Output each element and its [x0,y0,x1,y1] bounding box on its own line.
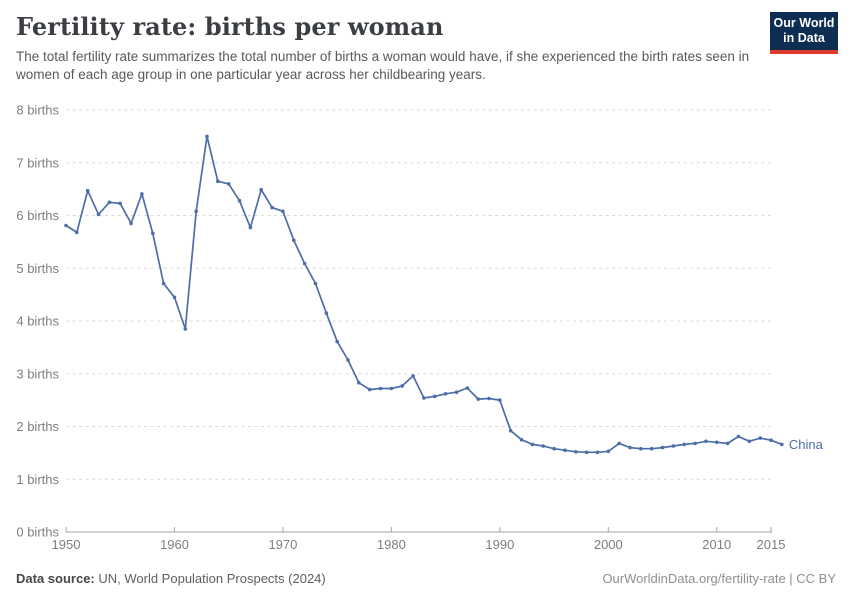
x-tick-label: 2000 [594,537,623,552]
data-point[interactable] [389,386,394,391]
data-point[interactable] [671,444,676,448]
owid-logo-line2: in Data [783,31,825,45]
data-point[interactable] [237,198,242,203]
data-point[interactable] [715,440,719,445]
chart-header: Fertility rate: births per woman The tot… [16,12,756,84]
x-tick-label: 2010 [702,537,731,552]
y-tick-label: 5 births [16,261,59,276]
data-point[interactable] [216,179,220,183]
data-point[interactable] [508,428,513,433]
data-point[interactable] [302,261,307,266]
y-tick-label: 6 births [16,208,59,223]
entity-label-china[interactable]: China [789,437,824,452]
chart-footer: Data source: UN, World Population Prospe… [16,571,836,586]
x-tick-label: 1990 [485,537,514,552]
data-source: Data source: UN, World Population Prospe… [16,571,326,586]
data-point[interactable] [259,187,264,192]
data-point[interactable] [172,295,177,300]
data-point[interactable] [85,188,90,193]
data-point[interactable] [628,445,632,450]
data-point[interactable] [118,201,122,206]
owid-logo-line1: Our World [773,16,835,30]
data-point[interactable] [378,386,383,391]
data-point[interactable] [736,434,741,439]
data-point[interactable] [693,441,697,446]
data-point[interactable] [519,437,524,442]
data-point[interactable] [704,439,708,444]
data-point[interactable] [584,450,589,455]
data-point[interactable] [552,446,556,451]
data-source-text: UN, World Population Prospects (2024) [94,571,326,586]
data-point[interactable] [758,436,762,440]
data-point[interactable] [433,394,437,399]
data-point[interactable] [335,339,340,344]
data-point[interactable] [357,380,361,385]
data-point[interactable] [96,212,101,217]
data-point[interactable] [649,446,654,451]
data-point[interactable] [367,387,372,392]
data-point[interactable] [747,439,752,444]
data-point[interactable] [780,442,784,447]
owid-logo[interactable]: Our World in Data [770,12,838,54]
data-point[interactable] [75,230,79,235]
y-tick-label: 2 births [16,419,59,434]
y-tick-label: 3 births [16,366,59,381]
data-point[interactable] [226,182,231,186]
data-point[interactable] [183,327,188,331]
data-point[interactable] [270,205,274,210]
data-point[interactable] [574,450,578,454]
x-tick-label: 2015 [757,537,786,552]
data-point[interactable] [346,358,350,362]
data-point[interactable] [682,442,686,447]
y-tick-label: 8 births [16,103,59,118]
data-point[interactable] [411,374,415,378]
data-point[interactable] [292,238,296,243]
data-point[interactable] [313,281,318,286]
data-point[interactable] [563,448,567,453]
data-source-label: Data source: [16,571,95,586]
data-point[interactable] [107,200,112,205]
data-point[interactable] [161,281,166,286]
x-tick-label: 1980 [377,537,406,552]
x-tick-label: 1970 [268,537,297,552]
data-point[interactable] [465,386,470,390]
data-point[interactable] [530,442,535,447]
data-point[interactable] [725,441,730,446]
data-line-china[interactable] [65,135,783,454]
x-tick-label: 1950 [52,537,81,552]
data-point[interactable] [595,450,600,455]
data-point[interactable] [443,392,448,396]
data-point[interactable] [454,390,459,395]
data-point[interactable] [248,225,253,230]
data-point[interactable] [140,192,144,196]
data-point[interactable] [476,397,481,401]
data-point[interactable] [769,438,773,443]
data-point[interactable] [151,231,155,236]
data-point[interactable] [660,445,665,450]
data-point[interactable] [422,396,426,400]
data-point[interactable] [541,444,545,448]
data-point[interactable] [64,223,68,228]
data-point[interactable] [324,311,329,315]
data-point[interactable] [194,209,198,214]
data-point[interactable] [617,441,621,446]
chart-title: Fertility rate: births per woman [16,12,444,41]
credit-link[interactable]: OurWorldinData.org/fertility-rate | CC B… [602,571,836,586]
data-point[interactable] [400,384,405,388]
y-tick-label: 0 births [16,525,59,540]
data-point[interactable] [639,446,643,451]
data-point[interactable] [205,134,209,139]
data-point[interactable] [281,209,285,214]
y-tick-label: 7 births [16,155,59,170]
data-point[interactable] [498,398,502,402]
data-point[interactable] [606,449,611,454]
x-tick-label: 1960 [160,537,189,552]
data-point[interactable] [129,221,133,226]
data-point[interactable] [487,396,491,401]
chart-subtitle: The total fertility rate summarizes the … [16,49,750,83]
y-tick-label: 4 births [16,314,59,329]
y-tick-label: 1 births [16,472,59,487]
